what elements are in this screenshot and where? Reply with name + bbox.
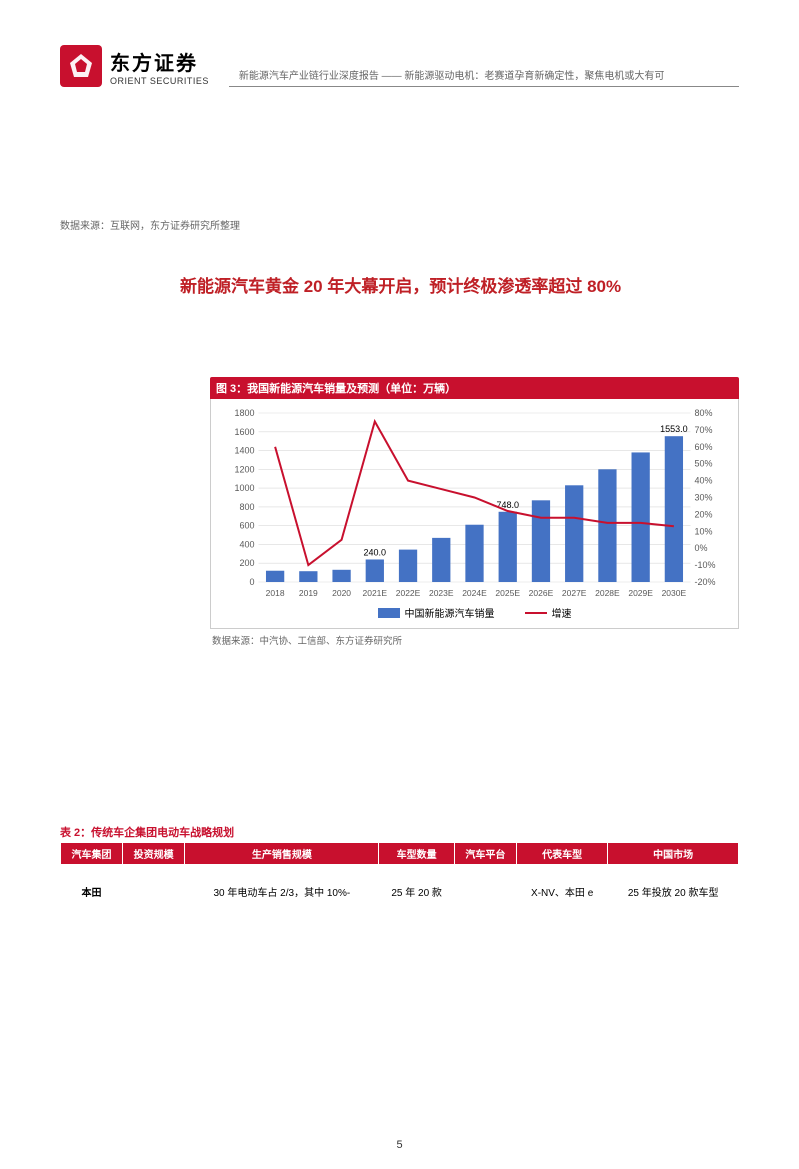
svg-text:10%: 10% xyxy=(695,526,713,536)
svg-text:2024E: 2024E xyxy=(462,588,487,598)
page-number: 5 xyxy=(0,1139,799,1151)
header-subtitle: 新能源汽车产业链行业深度报告 —— 新能源驱动电机：老赛道孕育新确定性，聚焦电机… xyxy=(229,67,739,87)
cell-rep: X-NV、本田 e xyxy=(516,881,607,902)
legend-line-label: 增速 xyxy=(552,605,572,620)
chart-source-note: 数据来源：中汽协、工信部、东方证券研究所 xyxy=(210,633,739,647)
chart-plot-area: 0 200 400 600 800 1000 1200 1400 1600 1800 -20% -10… xyxy=(210,399,739,629)
svg-text:80%: 80% xyxy=(695,408,713,418)
svg-text:30%: 30% xyxy=(695,493,713,503)
svg-text:2023E: 2023E xyxy=(429,588,454,598)
table-gap-row xyxy=(61,865,739,881)
legend-bar-label: 中国新能源汽车销量 xyxy=(405,605,495,620)
chart-legend: 中国新能源汽车销量 增速 xyxy=(219,605,730,620)
svg-text:50%: 50% xyxy=(695,459,713,469)
chart-title: 图 3：我国新能源汽车销量及预测（单位：万辆） xyxy=(210,377,739,399)
strategy-table: 汽车集团 投资规模 生产销售规模 车型数量 汽车平台 代表车型 中国市场 本田 … xyxy=(60,842,739,902)
page-header: 东方证券 ORIENT SECURITIES 新能源汽车产业链行业深度报告 ——… xyxy=(0,0,799,87)
logo-text-cn: 东方证券 xyxy=(110,47,209,76)
th-china: 中国市场 xyxy=(608,843,739,865)
table-row: 本田 30 年电动车占 2/3，其中 10%- 25 年 20 款 X-NV、本… xyxy=(61,881,739,902)
th-models: 车型数量 xyxy=(379,843,454,865)
svg-text:1553.0: 1553.0 xyxy=(660,424,688,434)
svg-text:2020: 2020 xyxy=(332,588,351,598)
svg-text:1200: 1200 xyxy=(234,464,254,474)
cell-invest xyxy=(123,881,185,902)
svg-text:1800: 1800 xyxy=(234,408,254,418)
svg-text:800: 800 xyxy=(239,502,254,512)
th-rep: 代表车型 xyxy=(516,843,607,865)
cell-prod: 30 年电动车占 2/3，其中 10%- xyxy=(185,881,379,902)
svg-text:200: 200 xyxy=(239,558,254,568)
logo-mark-icon xyxy=(60,45,102,87)
chart-svg: 0 200 400 600 800 1000 1200 1400 1600 1800 -20% -10… xyxy=(219,405,730,600)
svg-text:-20%: -20% xyxy=(695,577,716,587)
svg-text:2026E: 2026E xyxy=(529,588,554,598)
section-heading: 新能源汽车黄金 20 年大幕开启，预计终极渗透率超过 80% xyxy=(180,272,739,297)
svg-text:2019: 2019 xyxy=(299,588,318,598)
th-platform: 汽车平台 xyxy=(454,843,516,865)
th-prod: 生产销售规模 xyxy=(185,843,379,865)
svg-text:1400: 1400 xyxy=(234,446,254,456)
svg-text:20%: 20% xyxy=(695,509,713,519)
svg-text:2021E: 2021E xyxy=(363,588,388,598)
svg-text:70%: 70% xyxy=(695,425,713,435)
svg-text:240.0: 240.0 xyxy=(364,547,387,557)
svg-text:60%: 60% xyxy=(695,442,713,452)
legend-bar-swatch-icon xyxy=(378,608,400,618)
svg-text:2028E: 2028E xyxy=(595,588,620,598)
table-header-row: 汽车集团 投资规模 生产销售规模 车型数量 汽车平台 代表车型 中国市场 xyxy=(61,843,739,865)
svg-text:2029E: 2029E xyxy=(628,588,653,598)
cell-platform xyxy=(454,881,516,902)
svg-text:400: 400 xyxy=(239,539,254,549)
company-logo: 东方证券 ORIENT SECURITIES xyxy=(60,45,209,87)
svg-text:40%: 40% xyxy=(695,476,713,486)
chart-figure-3: 图 3：我国新能源汽车销量及预测（单位：万辆） 0 200 400 600 800 100… xyxy=(210,377,739,647)
th-invest: 投资规模 xyxy=(123,843,185,865)
cell-group: 本田 xyxy=(61,881,123,902)
cell-models: 25 年 20 款 xyxy=(379,881,454,902)
svg-text:1000: 1000 xyxy=(234,483,254,493)
svg-text:1600: 1600 xyxy=(234,427,254,437)
th-group: 汽车集团 xyxy=(61,843,123,865)
svg-text:2022E: 2022E xyxy=(396,588,421,598)
svg-text:2018: 2018 xyxy=(266,588,285,598)
table-title: 表 2：传统车企集团电动车战略规划 xyxy=(60,822,739,842)
svg-text:0: 0 xyxy=(249,577,254,587)
svg-text:600: 600 xyxy=(239,521,254,531)
table-2-block: 表 2：传统车企集团电动车战略规划 汽车集团 投资规模 生产销售规模 车型数量 … xyxy=(60,822,739,902)
cell-china: 25 年投放 20 款车型 xyxy=(608,881,739,902)
logo-text-en: ORIENT SECURITIES xyxy=(110,76,209,86)
svg-text:-10%: -10% xyxy=(695,560,716,570)
svg-text:2027E: 2027E xyxy=(562,588,587,598)
legend-line-swatch-icon xyxy=(525,612,547,614)
svg-text:0%: 0% xyxy=(695,543,708,553)
svg-text:2030E: 2030E xyxy=(662,588,687,598)
legend-bar-item: 中国新能源汽车销量 xyxy=(378,605,495,620)
svg-text:2025E: 2025E xyxy=(495,588,520,598)
data-source-note-top: 数据来源：互联网，东方证券研究所整理 xyxy=(60,217,739,232)
legend-line-item: 增速 xyxy=(525,605,572,620)
